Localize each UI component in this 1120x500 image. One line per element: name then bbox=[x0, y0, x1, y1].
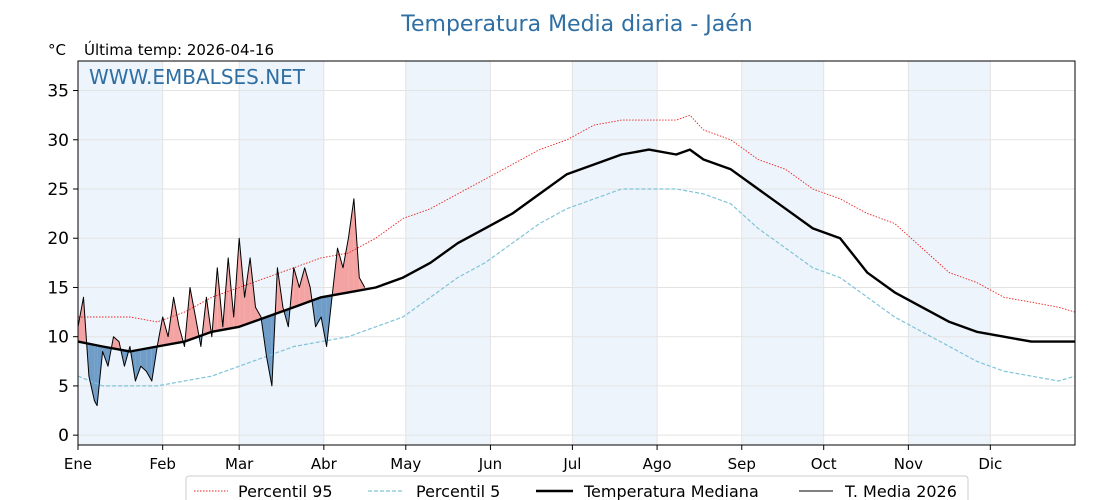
y-tick-label-30: 30 bbox=[47, 131, 69, 151]
series-line-median bbox=[77, 148, 1075, 353]
unit-label: °C bbox=[48, 41, 66, 59]
anomaly-fill-above bbox=[304, 267, 311, 304]
grid-lines bbox=[77, 61, 1075, 445]
x-tick-label-mar: Mar bbox=[225, 455, 254, 473]
anomaly-fill-above bbox=[162, 317, 169, 346]
legend-label-current: T. Media 2026 bbox=[844, 482, 957, 500]
anomaly-fill-below bbox=[140, 348, 147, 372]
anomaly-fill-above bbox=[239, 238, 245, 327]
anomaly-fill-above bbox=[173, 297, 180, 344]
y-tick-label-25: 25 bbox=[47, 180, 69, 200]
x-tick-label-jun: Jun bbox=[478, 455, 502, 473]
month-shade-sep bbox=[741, 61, 824, 445]
legend-label-median: Temperatura Mediana bbox=[583, 482, 759, 500]
month-shade-mar bbox=[239, 61, 324, 445]
legend-label-p95: Percentil 95 bbox=[238, 482, 333, 500]
y-tick-label-0: 0 bbox=[58, 426, 69, 446]
y-axis: 0 5 10 15 20 25 30 35 bbox=[47, 82, 78, 446]
legend: Percentil 95 Percentil 5 Temperatura Med… bbox=[185, 475, 969, 500]
month-shading bbox=[78, 61, 991, 445]
anomaly-fill-above bbox=[78, 297, 84, 343]
month-shade-nov bbox=[908, 61, 991, 445]
watermark: WWW.EMBALSES.NET bbox=[89, 65, 306, 89]
x-tick-label-dic: Dic bbox=[978, 455, 1002, 473]
x-tick-label-ene: Ene bbox=[64, 455, 92, 473]
anomaly-fill-above bbox=[113, 336, 119, 350]
anomaly-fill-below bbox=[135, 349, 141, 381]
anomaly-fill-above bbox=[190, 287, 196, 340]
x-tick-label-may: May bbox=[390, 455, 421, 473]
series-line-p95 bbox=[78, 114, 1076, 323]
series-lines bbox=[77, 114, 1076, 407]
anomaly-fill-above bbox=[337, 248, 343, 295]
anomaly-fill-below bbox=[321, 296, 327, 347]
month-shade-jul bbox=[572, 61, 658, 445]
last-temp-label: Última temp: 2026-04-16 bbox=[84, 40, 274, 59]
plot-frame bbox=[77, 60, 1076, 446]
y-tick-label-15: 15 bbox=[47, 278, 69, 298]
month-shade-ene bbox=[78, 61, 163, 445]
x-tick-label-ago: Ago bbox=[643, 455, 672, 473]
y-tick-label-20: 20 bbox=[47, 229, 69, 249]
anomaly-fill-above bbox=[348, 198, 354, 293]
anomaly-fill-below bbox=[88, 343, 95, 401]
anomaly-fill-above bbox=[293, 267, 300, 308]
series-line-current-year bbox=[77, 198, 366, 407]
anomaly-fill-below bbox=[94, 344, 98, 406]
y-tick-label-35: 35 bbox=[47, 82, 69, 102]
series-line-p5 bbox=[77, 188, 1076, 387]
anomaly-fill-below bbox=[146, 347, 152, 381]
x-axis: Ene Feb Mar Abr May Jun Jul Ago Sep Oct Nov Dic bbox=[64, 445, 1002, 473]
y-tick-label-10: 10 bbox=[47, 328, 69, 348]
x-tick-label-abr: Abr bbox=[311, 455, 338, 473]
anomaly-fill-above bbox=[299, 267, 305, 306]
month-shade-may bbox=[405, 61, 491, 445]
legend-label-p5: Percentil 5 bbox=[416, 482, 500, 500]
anomaly-fill-above bbox=[343, 238, 349, 294]
legend-box bbox=[185, 475, 969, 500]
x-tick-label-feb: Feb bbox=[149, 455, 176, 473]
x-tick-label-sep: Sep bbox=[728, 455, 756, 473]
chart-title: Temperatura Media diaria - Jaén bbox=[400, 12, 752, 37]
y-tick-label-5: 5 bbox=[58, 377, 69, 397]
x-tick-label-jul: Jul bbox=[562, 455, 581, 473]
anomaly-fill-below bbox=[266, 315, 272, 386]
x-tick-label-nov: Nov bbox=[894, 455, 923, 473]
x-tick-label-oct: Oct bbox=[811, 455, 837, 473]
anomaly-fill-above bbox=[244, 257, 251, 325]
